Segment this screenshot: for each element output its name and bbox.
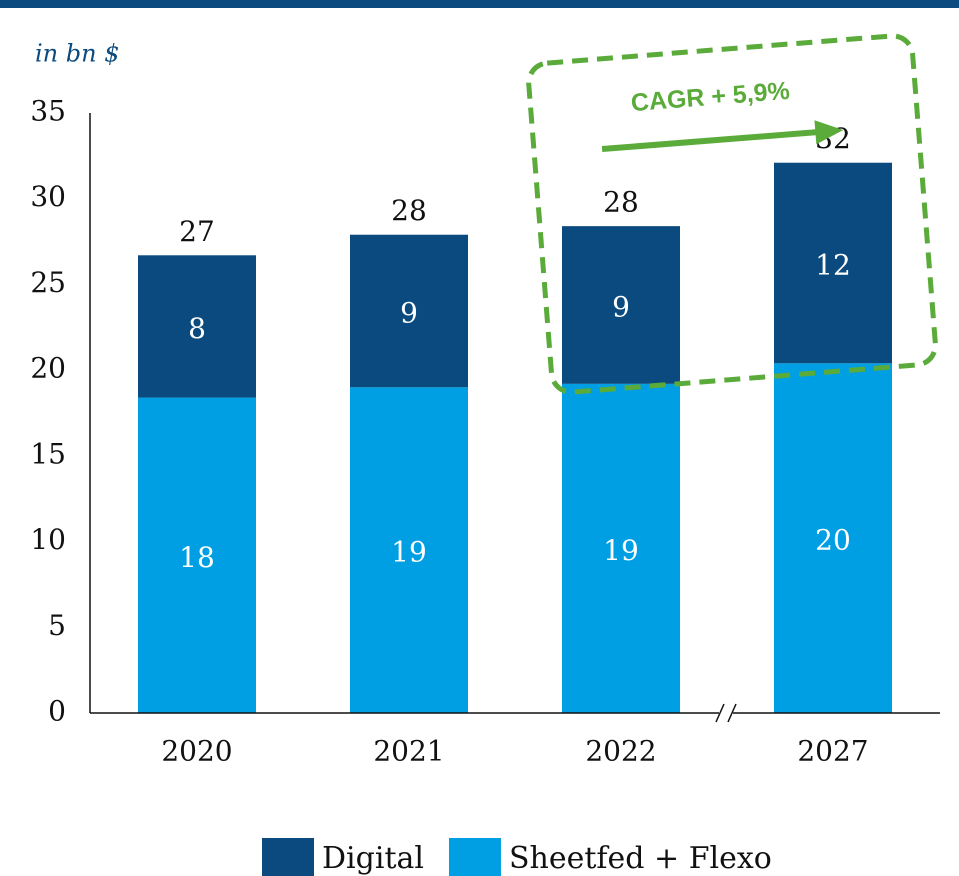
y-tick-label: 30 — [30, 180, 66, 213]
axis-break — [715, 703, 725, 723]
bar-value-label: 19 — [603, 534, 639, 567]
x-tick-label: 2027 — [797, 735, 868, 768]
x-tick-label: 2021 — [373, 735, 444, 768]
y-tick-label: 5 — [48, 609, 66, 642]
bar-value-label: 18 — [179, 541, 215, 574]
unit-label: in bn $ — [35, 40, 119, 68]
x-tick-label: 2020 — [161, 735, 232, 768]
bar-segment — [562, 226, 680, 384]
axis-break — [727, 703, 737, 723]
y-tick-label: 25 — [30, 266, 66, 299]
total-label: 28 — [391, 194, 427, 227]
bar-segment — [350, 234, 468, 388]
legend-swatch — [448, 838, 501, 876]
legend-swatch — [262, 838, 314, 876]
y-tick-label: 10 — [30, 523, 66, 556]
bar-segment — [562, 383, 680, 713]
bar-segment — [138, 255, 256, 398]
bar-segment — [774, 363, 892, 713]
y-tick-label: 15 — [30, 437, 66, 470]
y-tick-label: 0 — [48, 695, 66, 728]
bar-segment — [774, 162, 892, 364]
bar-value-label: 9 — [612, 291, 630, 324]
cagr-label: CAGR + 5,9% — [630, 77, 791, 117]
legend-label: Digital — [322, 841, 424, 876]
bar-segment — [138, 397, 256, 713]
y-tick-label: 35 — [30, 95, 66, 128]
cagr-arrow-shaft — [601, 128, 824, 153]
cagr-arrow-head — [814, 120, 844, 145]
top-rule — [0, 0, 959, 8]
bar-value-label: 12 — [815, 249, 851, 282]
y-tick-label: 20 — [30, 352, 66, 385]
bar-value-label: 9 — [400, 297, 418, 330]
total-label: 27 — [179, 215, 215, 248]
total-label: 28 — [603, 186, 639, 219]
bar-value-label: 19 — [391, 536, 427, 569]
bar-segment — [350, 387, 468, 713]
legend-label: Sheetfed + Flexo — [509, 841, 772, 876]
bar-value-label: 20 — [815, 524, 851, 557]
axis-break-gap — [719, 709, 733, 717]
x-tick-label: 2022 — [585, 735, 656, 768]
bar-value-label: 8 — [188, 312, 206, 345]
